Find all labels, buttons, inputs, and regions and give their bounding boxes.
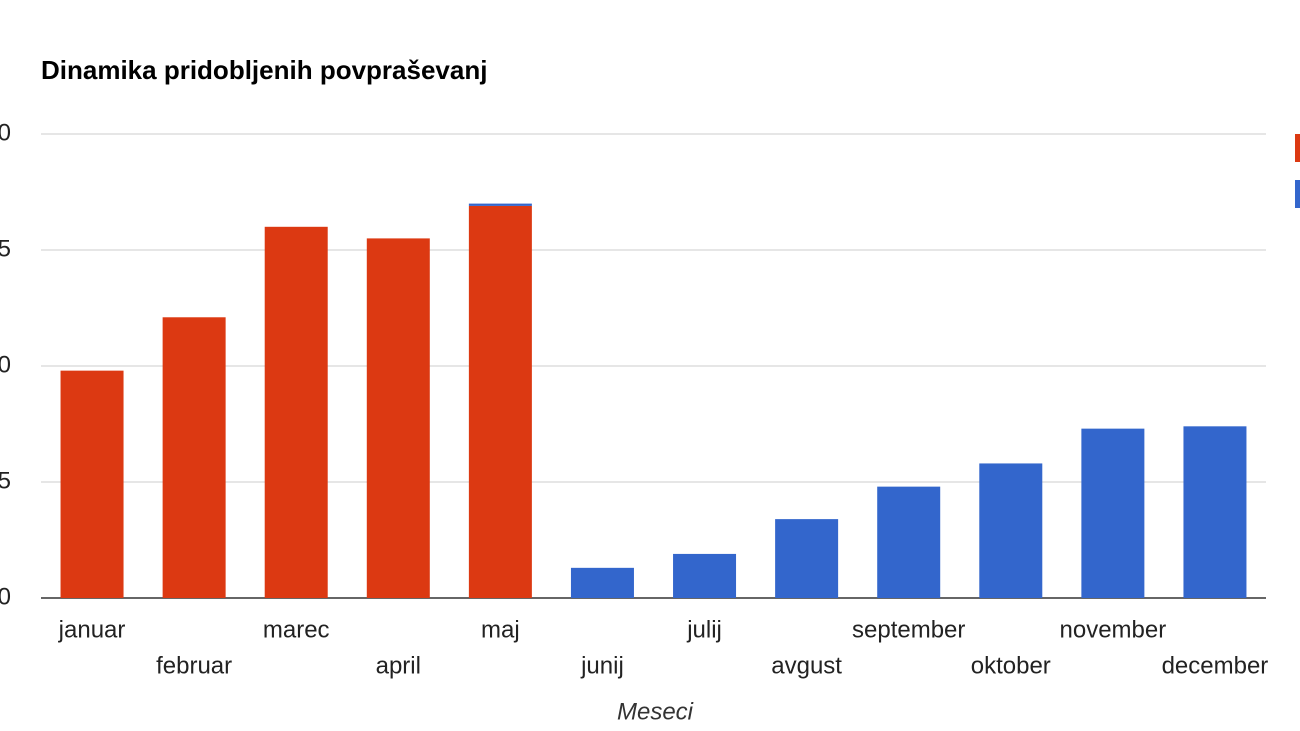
chart-title: Dinamika pridobljenih povpraševanj <box>41 55 487 85</box>
x-tick-label: januar <box>58 616 126 643</box>
x-tick-label: junij <box>580 652 624 679</box>
bar-segment <box>468 205 532 599</box>
y-tick-label: 20 <box>0 119 11 146</box>
x-tick-label: julij <box>686 616 722 643</box>
bar-segment <box>60 370 124 598</box>
y-tick-label: 0 <box>0 583 11 610</box>
bar-segment <box>877 486 941 598</box>
x-tick-label: avgust <box>771 652 842 679</box>
bar-segment <box>366 238 430 598</box>
x-tick-label: maj <box>481 616 520 643</box>
bar-segment <box>979 463 1043 598</box>
x-tick-label: september <box>852 616 965 643</box>
bar-segment <box>570 567 634 598</box>
x-tick-label: februar <box>156 652 232 679</box>
bar-segment <box>468 203 532 206</box>
bar-segment <box>162 317 226 598</box>
bar-segment <box>775 519 839 598</box>
bar-segment <box>1183 426 1247 598</box>
x-tick-label: december <box>1162 652 1269 679</box>
y-tick-label: 10 <box>0 351 11 378</box>
x-tick-label: november <box>1060 616 1167 643</box>
y-tick-label: 15 <box>0 235 11 262</box>
x-axis-label: Meseci <box>617 698 694 725</box>
bar-segment <box>264 226 328 599</box>
y-tick-label: 5 <box>0 467 11 494</box>
bar-segment <box>1081 428 1145 598</box>
legend-swatch <box>1295 134 1300 162</box>
x-tick-label: marec <box>263 616 330 643</box>
x-tick-label: april <box>376 652 421 679</box>
legend-swatch <box>1295 180 1300 208</box>
bar-segment <box>673 553 737 598</box>
x-tick-label: oktober <box>971 652 1051 679</box>
